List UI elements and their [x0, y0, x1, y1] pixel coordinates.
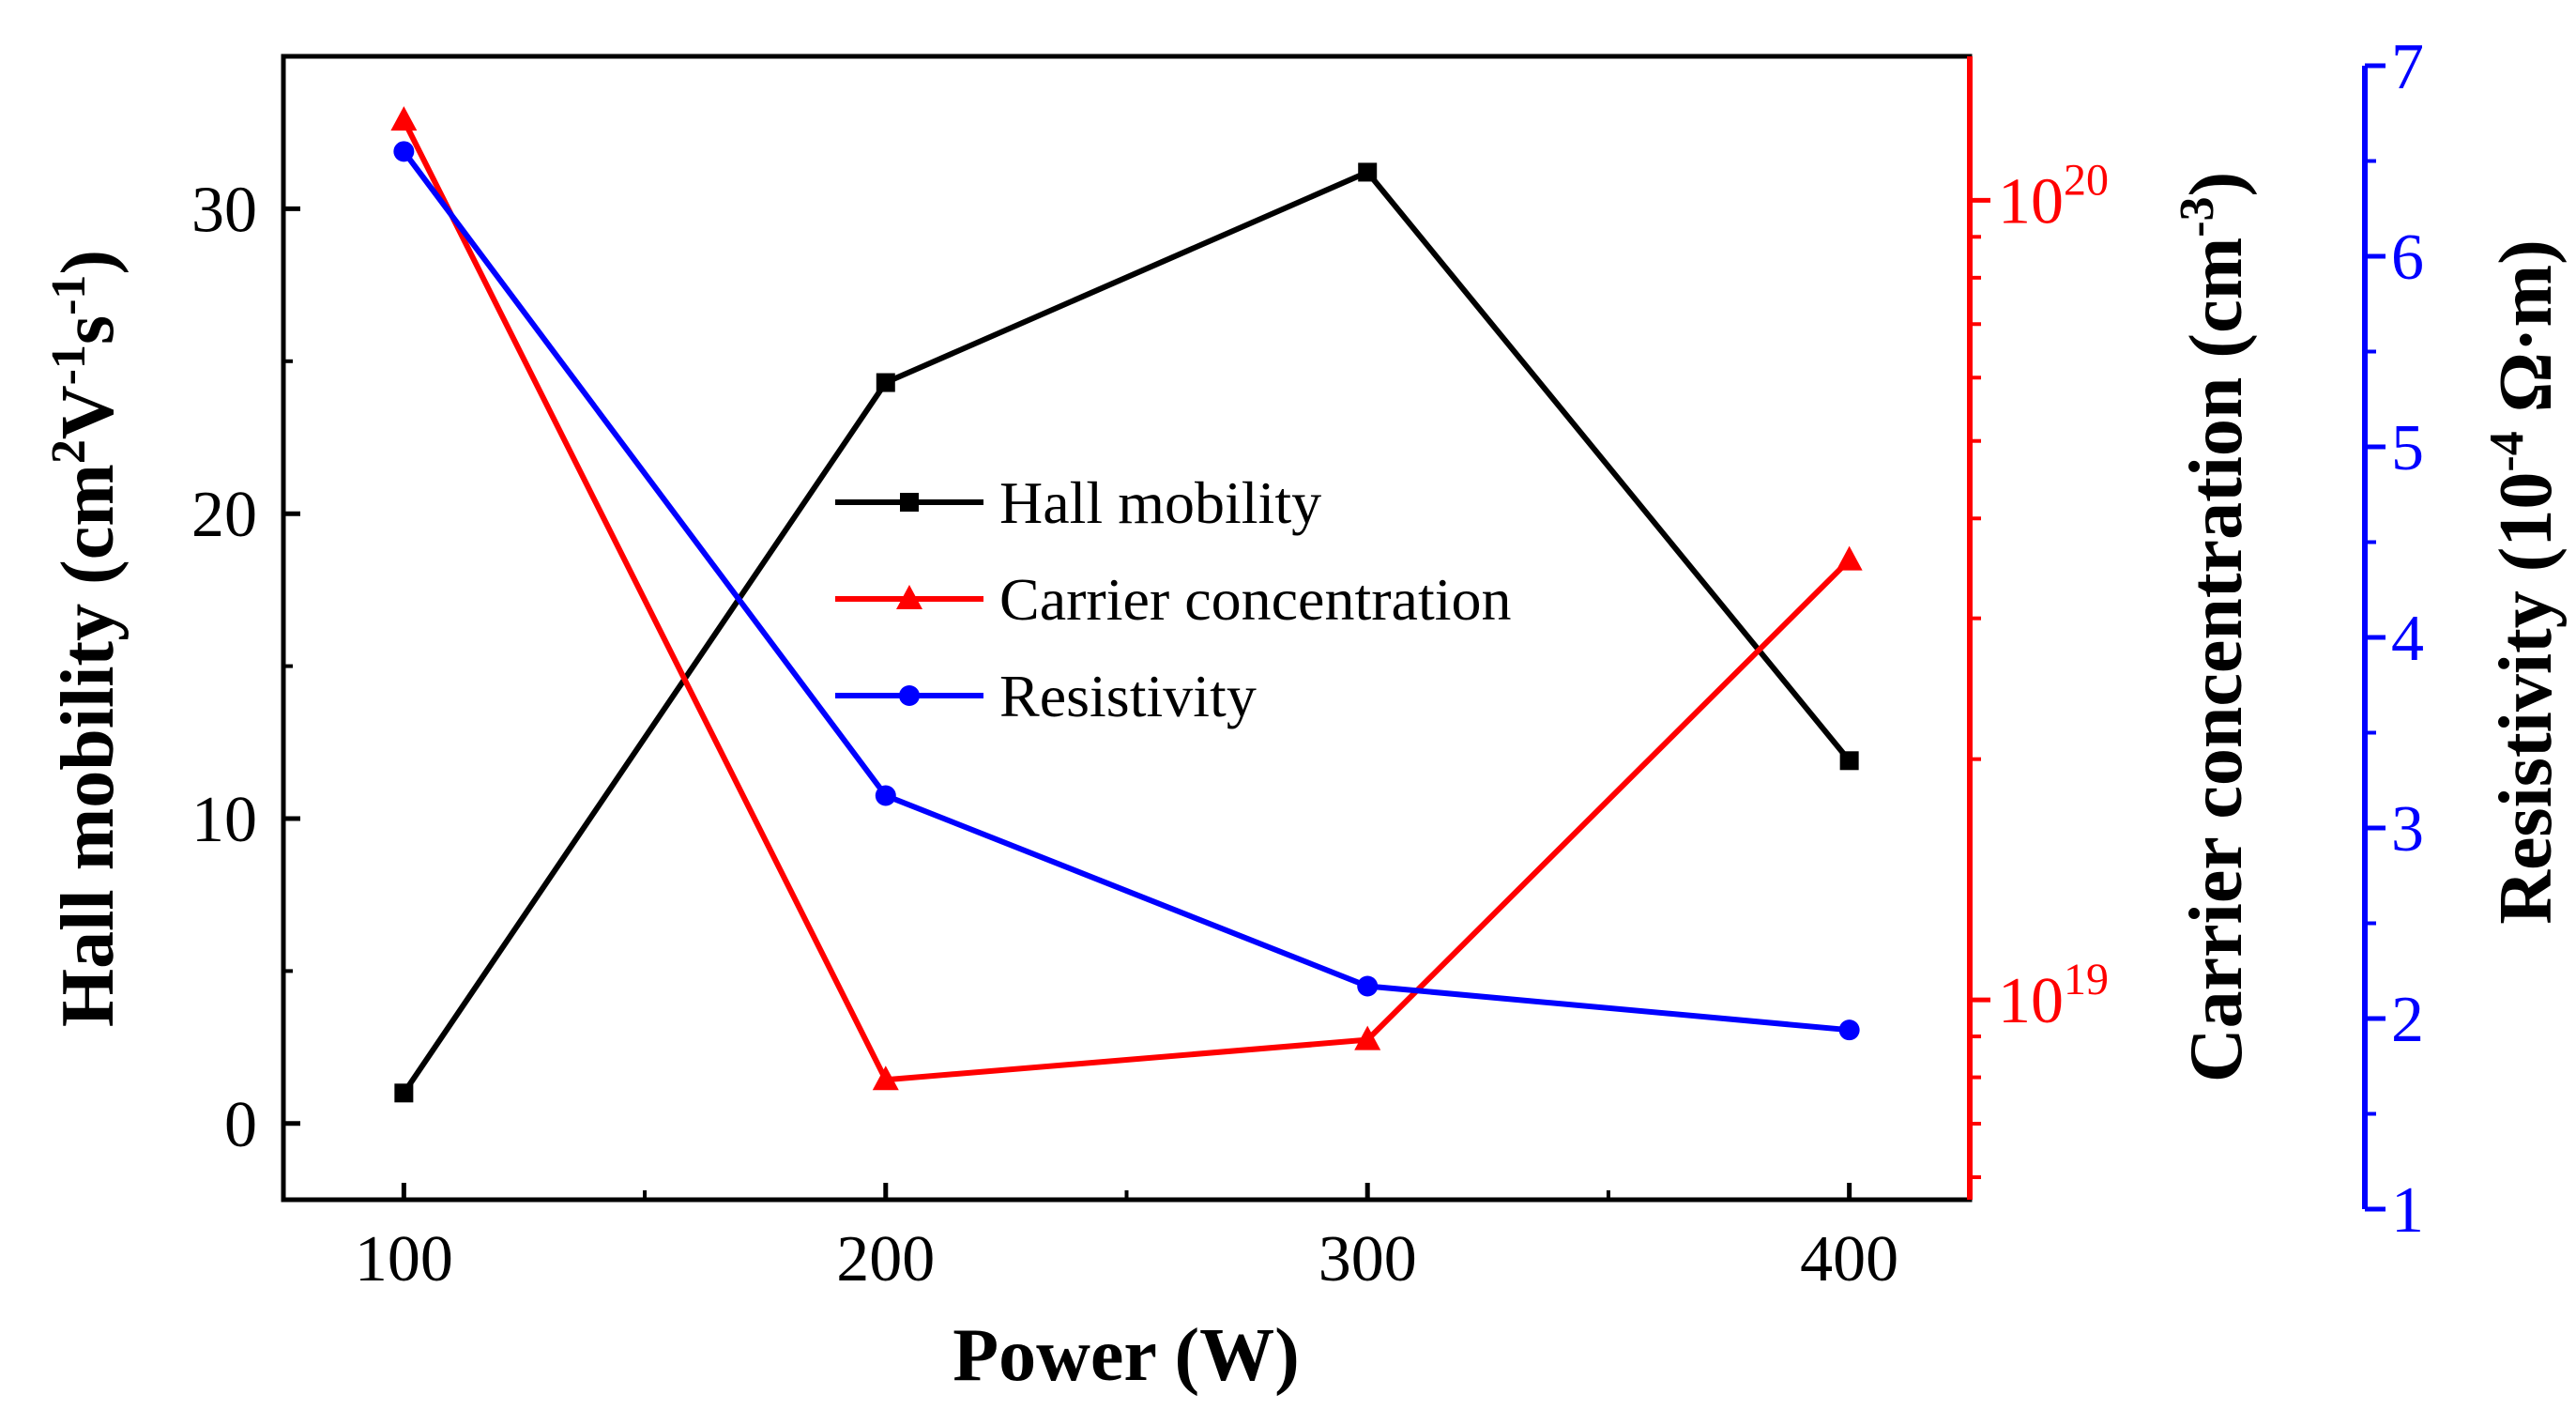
legend-carrier-concentration-label: Carrier concentration [999, 566, 1512, 633]
left-axis-title-sup2: -1 [42, 345, 96, 385]
y-tick-label: 0 [224, 1089, 257, 1161]
hall-mobility-point [1358, 162, 1378, 182]
left-axis-title-sup1: 2 [42, 439, 96, 464]
resistivity-tick-label: 7 [2391, 31, 2424, 103]
legend-resistivity-marker [899, 685, 920, 706]
resistivity-tick-label: 2 [2391, 984, 2424, 1056]
carrier-axis-title-main: Carrier concentration (cm [2175, 238, 2258, 1082]
legend-hall-mobility-marker [900, 493, 919, 512]
hall-mobility-point [876, 373, 895, 392]
resistivity-tick-label: 5 [2391, 412, 2424, 484]
x-axis-title: Power (W) [953, 1314, 1300, 1397]
x-tick-label: 200 [836, 1223, 935, 1295]
resistivity-tick-label: 6 [2391, 222, 2424, 294]
resistivity-line [401, 149, 1850, 1034]
series-layer [390, 106, 1863, 1103]
resistivity-tick-label: 4 [2391, 603, 2424, 675]
carrier-tick-label: 1020 [1998, 155, 2109, 238]
y-tick-label: 30 [191, 174, 257, 246]
x-tick-label: 400 [1800, 1223, 1898, 1295]
resistivity-tick-label: 1 [2391, 1174, 2424, 1247]
legend-hall-mobility-label: Hall mobility [999, 469, 1321, 536]
legend-carrier-concentration-marker [896, 585, 922, 609]
carrier-tick-exp: 20 [2064, 155, 2109, 205]
resistivity-point [1838, 1019, 1860, 1041]
carrier-concentration-line [401, 118, 1852, 1083]
resistivity-axis-title-sup: -4 [2480, 431, 2534, 471]
legend: Hall mobility Carrier concentration Resist… [835, 469, 1512, 729]
carrier-concentration-point [1354, 1025, 1381, 1050]
hall-mobility-axis-ticks: 0 10 20 30 [191, 174, 300, 1161]
carrier-axis-title-end: ) [2175, 172, 2258, 197]
carrier-tick-exp: 19 [2064, 955, 2109, 1004]
hall-mobility-point [394, 1083, 414, 1103]
y-tick-label: 10 [191, 784, 257, 856]
left-axis-title-mid2: s [47, 315, 130, 345]
carrier-tick-base: 10 [1998, 965, 2064, 1037]
resistivity-point [875, 785, 896, 806]
resistivity-axis-title-end: Ω·m) [2485, 239, 2568, 431]
x-tick-label: 100 [355, 1223, 453, 1295]
carrier-axis-title: Carrier concentration (cm-3) [2171, 172, 2258, 1082]
left-axis-title-mid1: V [47, 385, 130, 439]
resistivity-point [393, 141, 415, 162]
carrier-concentration-point [1836, 545, 1863, 571]
carrier-concentration-point [872, 1065, 899, 1091]
resistivity-axis-title: Resistivity (10-4 Ω·m) [2480, 239, 2568, 925]
left-axis-title-main: Hall mobility (cm [47, 464, 130, 1027]
x-tick-label: 300 [1318, 1223, 1417, 1295]
resistivity-axis-ticks: 1 2 3 4 5 6 7 [2365, 31, 2424, 1247]
x-axis-ticks: 100 200 300 400 [355, 1183, 1898, 1295]
left-axis-title: Hall mobility (cm2V-1s-1) [42, 250, 130, 1027]
carrier-axis-title-sup: -3 [2171, 196, 2224, 237]
hall-mobility-line [401, 168, 1852, 1096]
left-axis-title-sup3: -1 [42, 275, 96, 315]
left-axis-title-end: ) [47, 250, 130, 275]
resistivity-point [1357, 975, 1379, 997]
hall-mobility-point [1839, 751, 1859, 771]
resistivity-tick-label: 3 [2391, 793, 2424, 866]
carrier-tick-label: 1019 [1998, 955, 2109, 1037]
carrier-tick-base: 10 [1998, 165, 2064, 238]
resistivity-axis-title-main: Resistivity (10 [2485, 472, 2568, 925]
carrier-concentration-point [390, 106, 418, 131]
y-tick-label: 20 [191, 479, 257, 551]
legend-resistivity-label: Resistivity [999, 663, 1257, 729]
